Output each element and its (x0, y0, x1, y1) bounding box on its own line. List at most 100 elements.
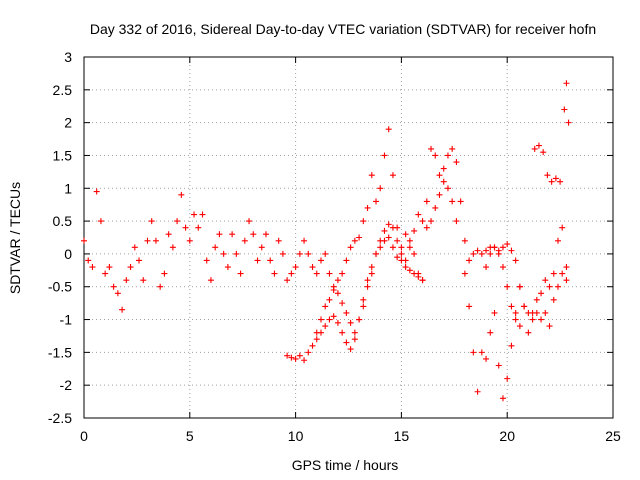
data-point (322, 303, 329, 310)
data-point (385, 126, 392, 133)
data-point (131, 244, 138, 251)
data-point (356, 316, 363, 323)
data-point (212, 244, 219, 251)
data-point (258, 244, 265, 251)
data-point (449, 145, 456, 152)
data-point (525, 329, 532, 336)
data-point (415, 273, 422, 280)
x-tick-label: 10 (288, 428, 304, 444)
data-point (119, 306, 126, 313)
data-point (195, 224, 202, 231)
data-point (123, 277, 130, 284)
data-point (394, 254, 401, 261)
data-point (546, 323, 553, 330)
data-point (495, 247, 502, 254)
data-point (542, 309, 549, 316)
data-point (339, 270, 346, 277)
data-point (246, 218, 253, 225)
data-point (512, 309, 519, 316)
data-point (351, 329, 358, 336)
y-axis-label: SDTVAR / TECUs (7, 182, 23, 294)
data-point (554, 237, 561, 244)
data-point (389, 224, 396, 231)
data-point (317, 329, 324, 336)
data-point (360, 296, 367, 303)
data-point (504, 283, 511, 290)
data-point (207, 277, 214, 284)
data-point (216, 231, 223, 238)
data-point (474, 388, 481, 395)
data-point (466, 257, 473, 264)
data-point (317, 316, 324, 323)
data-point (309, 264, 316, 271)
data-point (529, 316, 536, 323)
data-point (499, 395, 506, 402)
data-point (423, 224, 430, 231)
data-point (233, 250, 240, 257)
data-point (432, 152, 439, 159)
data-point (406, 237, 413, 244)
data-point (288, 354, 295, 361)
data-point (313, 270, 320, 277)
data-point (478, 250, 485, 257)
data-point (296, 250, 303, 257)
data-point (339, 329, 346, 336)
data-point (85, 257, 92, 264)
data-point (182, 224, 189, 231)
data-point (531, 145, 538, 152)
data-point (347, 319, 354, 326)
x-tick-label: 20 (499, 428, 515, 444)
y-tick-label: -1.5 (48, 344, 72, 360)
chart-title: Day 332 of 2016, Sidereal Day-to-day VTE… (90, 21, 596, 37)
y-tick-label: 3 (64, 49, 72, 65)
data-point (317, 257, 324, 264)
x-tick-label: 15 (394, 428, 410, 444)
data-point (508, 342, 515, 349)
data-point (377, 185, 384, 192)
data-point (499, 244, 506, 251)
data-point (288, 270, 295, 277)
data-point (347, 346, 354, 353)
data-point (540, 149, 547, 156)
data-point (538, 290, 545, 297)
data-point (457, 198, 464, 205)
data-point (444, 152, 451, 159)
data-point (389, 244, 396, 251)
data-point (563, 264, 570, 271)
data-point (271, 270, 278, 277)
data-point (478, 349, 485, 356)
data-point (535, 142, 542, 149)
data-point (178, 191, 185, 198)
data-point (165, 231, 172, 238)
data-point (512, 257, 519, 264)
data-point (461, 270, 468, 277)
data-point (436, 172, 443, 179)
data-point (461, 237, 468, 244)
y-tick-label: 1.5 (53, 147, 73, 163)
y-tick-label: 2.5 (53, 82, 73, 98)
data-point (453, 159, 460, 166)
data-point (487, 250, 494, 257)
data-point (339, 300, 346, 307)
data-point (419, 218, 426, 225)
data-point (548, 178, 555, 185)
data-point (546, 283, 553, 290)
data-point (136, 257, 143, 264)
data-point (563, 80, 570, 87)
data-point (81, 237, 87, 244)
data-point (550, 270, 557, 277)
data-point (114, 290, 121, 297)
data-marks (81, 80, 572, 402)
gridlines (84, 57, 613, 418)
data-point (449, 198, 456, 205)
data-point (322, 250, 329, 257)
plot-frame (83, 56, 614, 419)
data-point (347, 244, 354, 251)
data-point (296, 352, 303, 359)
data-point (191, 211, 198, 218)
data-point (106, 264, 113, 271)
data-point (110, 283, 117, 290)
data-point (334, 319, 341, 326)
series-track-e (483, 309, 523, 402)
data-point (561, 106, 568, 113)
